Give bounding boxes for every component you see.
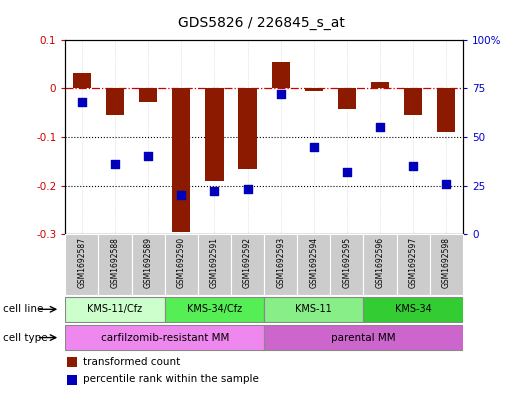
Bar — [238, 88, 257, 169]
Bar — [331, 234, 363, 295]
Bar — [65, 325, 264, 350]
Bar — [297, 234, 331, 295]
Text: GSM1692593: GSM1692593 — [276, 237, 285, 288]
Bar — [206, 88, 223, 181]
Bar — [67, 357, 77, 367]
Text: GDS5826 / 226845_s_at: GDS5826 / 226845_s_at — [178, 16, 345, 30]
Bar — [165, 297, 264, 322]
Bar — [404, 88, 422, 115]
Text: cell line: cell line — [3, 304, 43, 314]
Text: GSM1692590: GSM1692590 — [177, 237, 186, 288]
Text: KMS-34: KMS-34 — [395, 304, 431, 314]
Point — [442, 180, 450, 187]
Point — [111, 161, 119, 167]
Point — [243, 186, 252, 193]
Point — [177, 192, 186, 198]
Text: GSM1692591: GSM1692591 — [210, 237, 219, 288]
Text: GSM1692589: GSM1692589 — [144, 237, 153, 288]
Bar — [106, 88, 124, 115]
Bar — [198, 234, 231, 295]
Bar — [73, 73, 91, 88]
Text: GSM1692596: GSM1692596 — [376, 237, 384, 288]
Bar — [231, 234, 264, 295]
Bar — [264, 234, 297, 295]
Bar — [363, 234, 396, 295]
Point — [210, 188, 219, 195]
Bar — [264, 325, 463, 350]
Bar — [65, 234, 98, 295]
Bar — [430, 234, 463, 295]
Bar — [305, 88, 323, 91]
Point — [409, 163, 417, 169]
Point — [343, 169, 351, 175]
Text: KMS-34/Cfz: KMS-34/Cfz — [187, 304, 242, 314]
Text: GSM1692597: GSM1692597 — [408, 237, 418, 288]
Bar — [371, 83, 389, 88]
Text: GSM1692595: GSM1692595 — [343, 237, 351, 288]
Point — [310, 143, 318, 150]
Text: GSM1692594: GSM1692594 — [309, 237, 319, 288]
Bar — [396, 234, 430, 295]
Point — [144, 153, 152, 160]
Bar — [264, 297, 363, 322]
Text: carfilzomib-resistant MM: carfilzomib-resistant MM — [100, 332, 229, 343]
Bar — [271, 62, 290, 88]
Bar — [437, 88, 456, 132]
Text: GSM1692592: GSM1692592 — [243, 237, 252, 288]
Bar — [165, 234, 198, 295]
Text: cell type: cell type — [3, 332, 47, 343]
Bar — [139, 88, 157, 102]
Text: transformed count: transformed count — [83, 357, 180, 367]
Bar — [98, 234, 132, 295]
Text: KMS-11/Cfz: KMS-11/Cfz — [87, 304, 143, 314]
Bar — [338, 88, 356, 109]
Bar — [65, 297, 165, 322]
Text: parental MM: parental MM — [331, 332, 396, 343]
Bar — [172, 88, 190, 232]
Text: percentile rank within the sample: percentile rank within the sample — [83, 375, 259, 384]
Point — [376, 124, 384, 130]
Bar — [132, 234, 165, 295]
Bar — [363, 297, 463, 322]
Text: GSM1692587: GSM1692587 — [77, 237, 86, 288]
Point — [277, 91, 285, 97]
Text: KMS-11: KMS-11 — [295, 304, 332, 314]
Point — [78, 99, 86, 105]
Bar — [67, 375, 77, 385]
Text: GSM1692588: GSM1692588 — [110, 237, 120, 288]
Text: GSM1692598: GSM1692598 — [442, 237, 451, 288]
